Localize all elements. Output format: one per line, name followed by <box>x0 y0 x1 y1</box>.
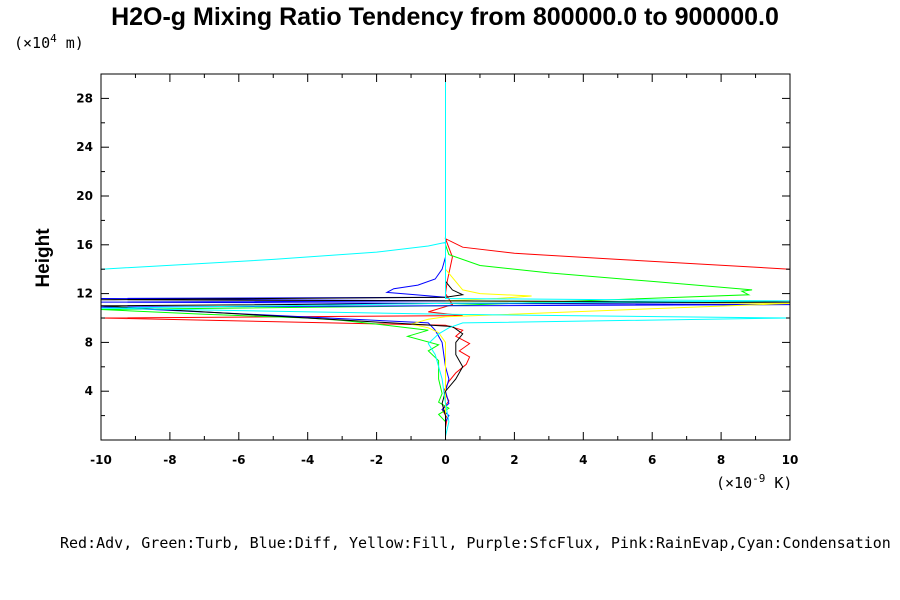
x-tick-label: 8 <box>717 453 725 467</box>
x-tick-label: -2 <box>370 453 383 467</box>
x-tick-label: 2 <box>510 453 518 467</box>
y-tick-label: 20 <box>76 189 93 203</box>
x-tick-label: 6 <box>648 453 656 467</box>
y-tick-label: 8 <box>85 335 93 349</box>
x-tick-label: 0 <box>441 453 449 467</box>
x-unit-exp: -9 <box>752 472 765 485</box>
legend-text: Red:Adv, Green:Turb, Blue:Diff, Yellow:F… <box>60 534 891 552</box>
x-tick-label: 4 <box>579 453 587 467</box>
y-unit-exp: 4 <box>50 32 57 45</box>
y-tick-label: 12 <box>76 287 93 301</box>
y-unit-label: (×104 m) <box>14 32 84 52</box>
series-line-4 <box>100 281 791 437</box>
series-line-2 <box>100 256 791 437</box>
x-tick-label: -8 <box>163 453 176 467</box>
x-tick-label: -10 <box>90 453 112 467</box>
y-unit-suffix: m) <box>57 34 84 52</box>
series-line-5 <box>100 241 791 437</box>
y-tick-label: 16 <box>76 238 93 252</box>
x-unit-label: (×10-9 K) <box>716 472 792 492</box>
series-layer <box>100 74 791 437</box>
x-unit-prefix: (×10 <box>716 474 752 492</box>
y-tick-label: 4 <box>85 384 93 398</box>
y-tick-label: 24 <box>76 140 93 154</box>
chart-title: H2O-g Mixing Ratio Tendency from 800000.… <box>111 3 779 31</box>
y-axis-label: Height <box>33 228 54 288</box>
series-line-1 <box>100 244 753 434</box>
y-unit-prefix: (×10 <box>14 34 50 52</box>
series-line-3 <box>410 244 791 434</box>
x-tick-label: -6 <box>232 453 245 467</box>
x-unit-suffix: K) <box>765 474 792 492</box>
x-tick-label: 10 <box>782 453 799 467</box>
y-tick-label: 28 <box>76 91 93 105</box>
x-tick-label: -4 <box>301 453 314 467</box>
